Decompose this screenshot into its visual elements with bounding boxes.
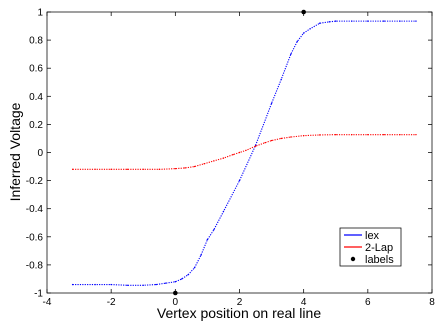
data-point-lex <box>110 283 112 286</box>
data-point-lex <box>155 283 157 286</box>
data-point-lex <box>290 53 292 55</box>
data-point-lex <box>296 40 298 43</box>
data-point-lex <box>126 284 128 286</box>
x-tick-label: 8 <box>429 297 435 308</box>
data-point-lex <box>174 281 177 283</box>
y-tick-label: 0.4 <box>29 92 43 103</box>
data-point-lex <box>71 283 74 286</box>
data-point-2-lap <box>280 137 282 140</box>
data-point-lex <box>319 22 321 24</box>
data-point-2-lap <box>126 168 128 171</box>
y-tick-label: -0.4 <box>26 204 44 215</box>
legend-label-lex: lex <box>365 230 380 242</box>
y-axis-title: Inferred Voltage <box>7 102 23 201</box>
legend-label-2-lap: 2-Lap <box>365 242 393 254</box>
data-point-2-lap <box>193 165 196 168</box>
label-point <box>301 9 306 15</box>
data-point-2-lap <box>203 163 205 165</box>
data-point-lex <box>270 102 273 105</box>
data-point-2-lap <box>238 151 241 154</box>
y-tick-label: -0.6 <box>26 232 44 243</box>
data-point-2-lap <box>415 133 417 136</box>
data-point-lex <box>200 254 202 256</box>
series-line-2-lap <box>72 134 416 170</box>
legend: lex 2-Lap labels <box>339 227 402 267</box>
data-point-lex <box>94 283 96 286</box>
data-point-2-lap <box>110 168 112 171</box>
y-tick-label: 0.2 <box>29 120 43 131</box>
data-point-2-lap <box>264 141 266 144</box>
label-point <box>173 290 178 296</box>
data-point-2-lap <box>71 168 74 171</box>
data-point-2-lap <box>158 168 160 171</box>
x-tick-label: 4 <box>301 297 307 308</box>
data-point-2-lap <box>222 157 225 159</box>
y-tick-label: -0.2 <box>26 176 44 187</box>
data-point-lex <box>238 179 241 182</box>
data-point-2-lap <box>213 160 215 162</box>
data-point-2-lap <box>290 136 292 138</box>
data-point-2-lap <box>351 133 353 136</box>
legend-label-labels: labels <box>365 254 394 266</box>
data-point-lex <box>302 32 305 34</box>
data-point-lex <box>415 20 417 22</box>
data-point-lex <box>383 20 385 22</box>
data-point-lex <box>335 20 337 22</box>
data-point-2-lap <box>142 168 144 171</box>
data-point-2-lap <box>319 134 321 136</box>
data-point-lex <box>193 267 196 269</box>
data-point-lex <box>399 20 401 22</box>
data-point-lex <box>213 229 215 231</box>
data-point-2-lap <box>245 149 247 152</box>
data-point-2-lap <box>335 133 337 136</box>
y-tick-label: 1 <box>37 8 43 19</box>
legend-marker-labels <box>350 256 356 262</box>
x-tick-label: -4 <box>43 297 52 308</box>
data-point-2-lap <box>270 139 273 142</box>
y-tick-label: -0.8 <box>26 260 44 271</box>
data-point-2-lap <box>367 133 369 136</box>
data-point-lex <box>187 274 189 276</box>
x-tick-label: 6 <box>365 297 371 308</box>
data-point-2-lap <box>254 145 257 147</box>
data-point-lex <box>142 284 144 286</box>
data-point-lex <box>280 78 282 81</box>
data-point-lex <box>181 278 183 280</box>
data-point-2-lap <box>94 168 96 171</box>
data-point-lex <box>351 20 353 22</box>
data-point-2-lap <box>184 167 186 169</box>
x-tick-label: 2 <box>237 297 243 308</box>
x-tick-label: -2 <box>107 297 116 308</box>
y-tick-label: 0 <box>37 148 43 159</box>
data-point-lex <box>165 282 167 284</box>
y-tick-label: 0.8 <box>29 36 43 47</box>
data-point-lex <box>206 238 209 241</box>
x-tick-label: 0 <box>173 297 179 308</box>
data-point-lex <box>328 21 331 23</box>
x-axis-title: Vertex position on real line <box>157 305 321 321</box>
data-point-2-lap <box>302 134 305 137</box>
data-point-lex <box>367 20 369 22</box>
plot-area: -4 -2 0 2 4 6 8 -1 -0.8 -0.6 -0.4 -0.2 0 0.2 0.4 0.6 0.8… <box>26 8 435 309</box>
data-point-lex <box>222 210 225 213</box>
y-tick-label: 0.6 <box>29 64 43 75</box>
data-point-lex <box>309 28 311 30</box>
data-point-2-lap <box>399 133 401 136</box>
y-tick-label: -1 <box>34 289 43 300</box>
data-point-2-lap <box>383 133 385 136</box>
data-point-2-lap <box>174 167 177 170</box>
data-point-2-lap <box>232 153 234 156</box>
